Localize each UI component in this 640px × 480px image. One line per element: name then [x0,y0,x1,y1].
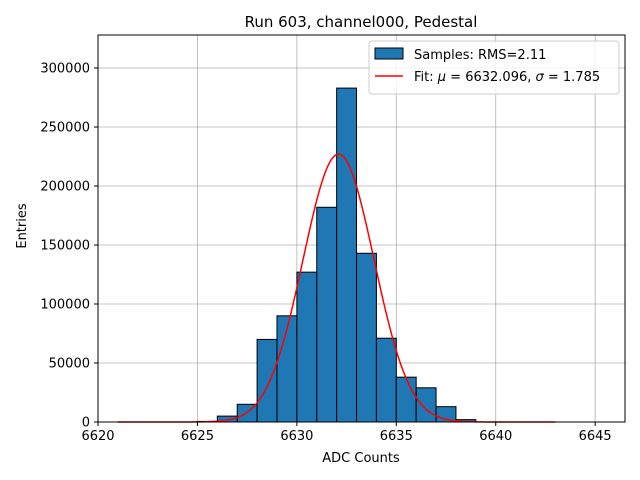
y-tick-label: 150000 [40,239,90,254]
x-tick-label: 6645 [579,429,612,444]
legend-box [368,40,620,95]
histogram-bar [336,87,358,423]
y-tick-label: 200000 [40,180,90,195]
x-tick-label: 6625 [181,429,214,444]
y-tick-label: 100000 [40,298,90,313]
y-tick-label: 50000 [49,357,90,372]
x-tick-label: 6635 [380,429,413,444]
legend-fit-sigma-symbol: σ [536,70,545,85]
y-tick-label: 250000 [40,121,90,136]
legend-swatch-samples [374,47,404,60]
x-tick-label: 6630 [280,429,313,444]
histogram-bar [415,387,437,423]
x-axis-label: ADC Counts [322,451,400,466]
legend-fit-sigma-value: = 1.785 [544,70,600,85]
histogram-bar [316,206,338,423]
grid [97,35,625,423]
histogram-bars [196,87,477,423]
legend: Samples: RMS=2.11 Fit: μ = 6632.096, σ =… [368,40,620,95]
legend-label-samples: Samples: RMS=2.11 [414,48,546,63]
y-tick-label: 0 [82,416,90,431]
histogram-bar [395,376,417,423]
histogram-bar [375,337,397,423]
histogram-bar [256,338,278,423]
y-axis-ticks: 0 50000 100000 150000 200000 250000 300000 [40,62,98,431]
histogram-bar [296,271,318,423]
plot-frame [97,34,626,423]
histogram-bar [356,252,377,423]
legend-fit-mu-symbol: μ [437,70,446,85]
y-tick-label: 300000 [40,62,90,77]
x-tick-label: 6620 [81,429,114,444]
legend-fit-mu-value: = 6632.096, [446,70,535,85]
chart-title: Run 603, channel000, Pedestal [245,13,478,31]
y-axis-label: Entries [15,203,30,249]
legend-label-fit: Fit: μ = 6632.096, σ = 1.785 [414,70,600,85]
x-tick-label: 6640 [479,429,512,444]
legend-fit-prefix: Fit: [414,70,438,85]
x-axis-ticks: 6620 6625 6630 6635 6640 6645 [81,422,612,444]
